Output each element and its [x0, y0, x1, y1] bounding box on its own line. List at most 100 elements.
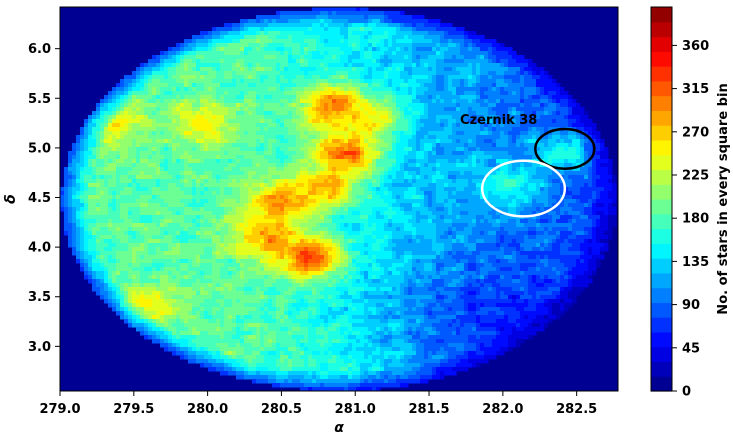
- density-cell: [544, 95, 549, 100]
- density-cell: [584, 171, 589, 176]
- density-cell: [112, 87, 117, 92]
- density-cell: [532, 87, 537, 92]
- density-cell: [416, 91, 421, 96]
- density-cell: [448, 111, 453, 116]
- density-cell: [452, 91, 457, 96]
- density-cell: [192, 63, 197, 68]
- density-cell: [244, 95, 249, 100]
- density-cell: [464, 51, 469, 56]
- density-cell: [404, 119, 409, 124]
- density-cell: [236, 167, 241, 172]
- density-cell: [488, 115, 493, 120]
- density-cell: [356, 147, 361, 152]
- density-cell: [472, 131, 477, 136]
- density-cell: [176, 91, 181, 96]
- density-cell: [316, 135, 321, 140]
- density-cell: [536, 87, 541, 92]
- density-cell: [192, 59, 197, 64]
- density-cell: [440, 91, 445, 96]
- density-cell: [200, 91, 205, 96]
- density-cell: [120, 159, 125, 164]
- density-cell: [480, 71, 485, 76]
- density-cell: [92, 179, 97, 184]
- density-cell: [404, 67, 409, 72]
- density-cell: [168, 171, 173, 176]
- density-cell: [156, 91, 161, 96]
- density-cell: [196, 35, 201, 40]
- density-cell: [140, 159, 145, 164]
- density-cell: [464, 139, 469, 144]
- density-cell: [400, 155, 405, 160]
- density-cell: [324, 15, 329, 20]
- density-cell: [448, 131, 453, 136]
- density-cell: [464, 55, 469, 60]
- density-cell: [276, 15, 281, 20]
- density-cell: [208, 183, 213, 188]
- density-cell: [220, 83, 225, 88]
- density-cell: [404, 131, 409, 136]
- density-cell: [232, 103, 237, 108]
- density-cell: [560, 87, 565, 92]
- density-cell: [116, 99, 121, 104]
- density-cell: [68, 175, 73, 180]
- density-cell: [132, 159, 137, 164]
- density-cell: [416, 55, 421, 60]
- density-cell: [540, 179, 545, 184]
- density-cell: [300, 147, 305, 152]
- density-cell: [376, 143, 381, 148]
- density-cell: [448, 47, 453, 52]
- density-cell: [232, 139, 237, 144]
- density-cell: [388, 47, 393, 52]
- density-cell: [520, 167, 525, 172]
- density-cell: [292, 123, 297, 128]
- density-cell: [592, 127, 597, 132]
- density-cell: [292, 79, 297, 84]
- density-cell: [348, 63, 353, 68]
- density-cell: [380, 83, 385, 88]
- density-cell: [408, 51, 413, 56]
- density-cell: [296, 159, 301, 164]
- density-cell: [484, 187, 489, 192]
- density-cell: [476, 115, 481, 120]
- density-cell: [428, 59, 433, 64]
- density-cell: [504, 131, 509, 136]
- density-cell: [168, 123, 173, 128]
- density-cell: [360, 127, 365, 132]
- density-cell: [352, 131, 357, 136]
- density-cell: [376, 91, 381, 96]
- density-cell: [188, 179, 193, 184]
- density-cell: [216, 39, 221, 44]
- density-cell: [220, 67, 225, 72]
- density-cell: [452, 115, 457, 120]
- density-cell: [184, 83, 189, 88]
- density-cell: [448, 79, 453, 84]
- density-cell: [140, 135, 145, 140]
- density-cell: [316, 59, 321, 64]
- density-cell: [400, 11, 405, 16]
- density-cell: [104, 95, 109, 100]
- density-cell: [116, 131, 121, 136]
- density-cell: [348, 91, 353, 96]
- density-cell: [368, 43, 373, 48]
- density-cell: [376, 67, 381, 72]
- density-cell: [268, 31, 273, 36]
- density-cell: [372, 119, 377, 124]
- density-cell: [296, 31, 301, 36]
- density-cell: [436, 151, 441, 156]
- density-cell: [288, 27, 293, 32]
- density-cell: [472, 39, 477, 44]
- density-cell: [508, 67, 513, 72]
- density-cell: [416, 51, 421, 56]
- density-cell: [344, 183, 349, 188]
- density-cell: [88, 187, 93, 192]
- density-cell: [176, 79, 181, 84]
- density-cell: [128, 83, 133, 88]
- density-cell: [344, 151, 349, 156]
- density-cell: [104, 135, 109, 140]
- density-cell: [188, 155, 193, 160]
- density-cell: [480, 151, 485, 156]
- density-cell: [236, 59, 241, 64]
- density-cell: [248, 103, 253, 108]
- density-cell: [528, 83, 533, 88]
- density-cell: [268, 67, 273, 72]
